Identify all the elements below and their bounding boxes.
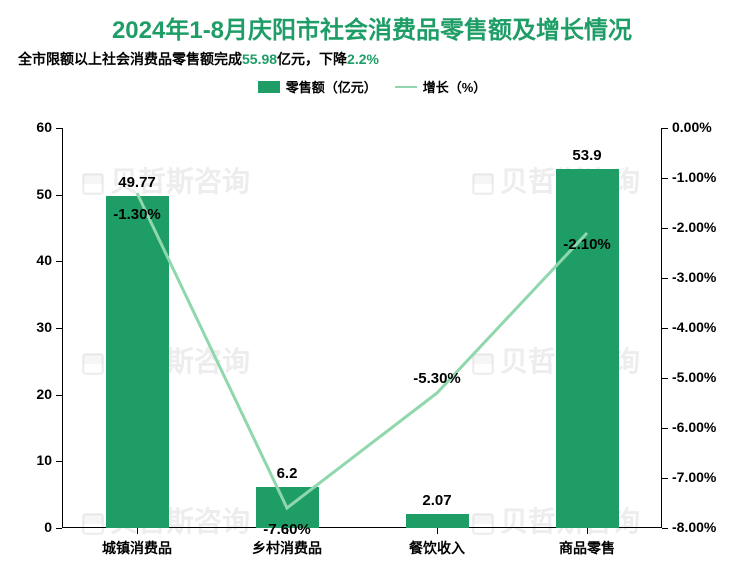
x-tick-mark	[137, 528, 138, 534]
y-tick-label: 30	[12, 319, 52, 335]
chart-subtitle: 全市限额以上社会消费品零售额完成55.98亿元，下降2.2%	[0, 45, 744, 69]
legend-bar-label: 零售额（亿元）	[286, 77, 377, 96]
y2-tick-label: -6.00%	[672, 419, 732, 435]
line-value-label: -5.30%	[413, 370, 461, 387]
subtitle-value2: 2.2%	[347, 51, 379, 67]
y-tick-mark	[56, 528, 62, 529]
y-tick-label: 40	[12, 252, 52, 268]
y-tick-label: 0	[12, 519, 52, 535]
y2-tick-label: -8.00%	[672, 519, 732, 535]
y-tick-label: 20	[12, 386, 52, 402]
y2-tick-mark	[662, 178, 668, 179]
y2-tick-mark	[662, 328, 668, 329]
line-value-label: -2.10%	[563, 236, 611, 253]
x-tick-label: 餐饮收入	[409, 538, 465, 558]
y2-tick-label: -1.00%	[672, 169, 732, 185]
y-tick-label: 10	[12, 452, 52, 468]
y-tick-label: 50	[12, 186, 52, 202]
legend-line-label: 增长（%）	[423, 77, 487, 96]
y2-tick-mark	[662, 228, 668, 229]
x-tick-mark	[587, 528, 588, 534]
growth-line	[62, 128, 662, 528]
legend-item-bar: 零售额（亿元）	[258, 77, 377, 96]
subtitle-value1: 55.98	[242, 51, 277, 67]
y2-tick-mark	[662, 478, 668, 479]
chart-title-text: 2024年1-8月庆阳市社会消费品零售额及增长情况	[112, 17, 632, 44]
plot-area: 贝哲斯咨询贝哲斯咨询贝哲斯咨询贝哲斯咨询贝哲斯咨询贝哲斯咨询0102030405…	[62, 128, 662, 528]
y2-tick-mark	[662, 528, 668, 529]
y2-tick-label: -7.00%	[672, 469, 732, 485]
y2-tick-mark	[662, 428, 668, 429]
subtitle-mid: 亿元，下降	[277, 51, 347, 67]
y2-tick-label: -2.00%	[672, 219, 732, 235]
subtitle-prefix: 全市限额以上社会消费品零售额完成	[18, 51, 242, 67]
y2-tick-label: -3.00%	[672, 269, 732, 285]
line-value-label: -7.60%	[263, 521, 311, 538]
y2-tick-mark	[662, 378, 668, 379]
y2-tick-label: -4.00%	[672, 319, 732, 335]
legend-item-line: 增长（%）	[395, 77, 487, 96]
legend-swatch-bar	[258, 81, 280, 93]
y2-tick-mark	[662, 128, 668, 129]
chart-container: 2024年1-8月庆阳市社会消费品零售额及增长情况 全市限额以上社会消费品零售额…	[0, 0, 744, 586]
chart-title: 2024年1-8月庆阳市社会消费品零售额及增长情况	[0, 10, 744, 45]
y2-tick-label: 0.00%	[672, 119, 732, 135]
y2-tick-mark	[662, 278, 668, 279]
line-value-label: -1.30%	[113, 206, 161, 223]
y-tick-label: 60	[12, 119, 52, 135]
y2-tick-label: -5.00%	[672, 369, 732, 385]
chart-legend: 零售额（亿元） 增长（%）	[0, 77, 744, 96]
x-tick-mark	[437, 528, 438, 534]
x-tick-label: 乡村消费品	[252, 538, 322, 558]
x-tick-label: 城镇消费品	[102, 538, 172, 558]
x-tick-label: 商品零售	[559, 538, 615, 558]
legend-swatch-line	[395, 86, 417, 88]
